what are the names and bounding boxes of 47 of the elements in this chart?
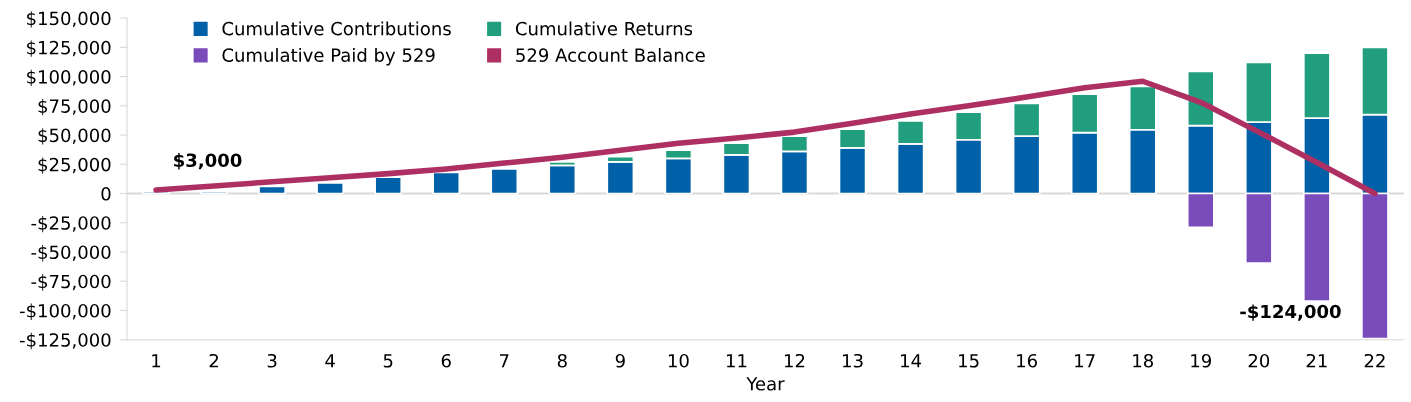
- x-tick-label: 1: [152, 354, 161, 368]
- x-tick-label: 12: [784, 353, 805, 368]
- y-tick-label: $25,000: [38, 157, 111, 174]
- x-tick-label: 22: [1364, 353, 1385, 368]
- legend-label: Cumulative Returns: [515, 21, 693, 36]
- x-tick-label: 13: [843, 353, 863, 368]
- x-axis-title: Year: [746, 377, 785, 391]
- y-tick-label: -$125,000: [19, 332, 111, 350]
- annotation: $3,000: [174, 153, 242, 170]
- x-tick-label: 20: [1248, 353, 1270, 368]
- y-tick-label: $100,000: [27, 69, 111, 87]
- x-tick-label: 7: [500, 354, 509, 368]
- x-tick-label: 19: [1191, 353, 1212, 368]
- y-tick-label: -$50,000: [31, 245, 111, 262]
- x-tick-label: 17: [1075, 354, 1095, 368]
- x-tick-label: 10: [668, 353, 689, 368]
- x-tick-label: 6: [441, 353, 451, 368]
- x-tick-label: 3: [267, 353, 277, 368]
- x-tick-label: 14: [901, 354, 922, 368]
- y-tick-label: $150,000: [27, 11, 111, 28]
- legend-label: Cumulative Paid by 529: [222, 47, 435, 66]
- x-tick-label: 15: [959, 354, 979, 368]
- annotation: -$124,000: [1240, 304, 1341, 321]
- x-tick-label: 11: [726, 354, 747, 368]
- y-tick-label: -$75,000: [31, 274, 111, 291]
- x-tick-label: 9: [615, 353, 625, 368]
- x-tick-label: 21: [1306, 353, 1327, 368]
- legend-label: Cumulative Contributions: [222, 21, 451, 36]
- x-tick-label: 2: [209, 353, 218, 368]
- bar: [316, 182, 345, 195]
- legend-label: 529 Account Balance: [516, 47, 705, 62]
- y-tick-label: $50,000: [38, 128, 111, 145]
- y-tick-label: -$25,000: [31, 215, 111, 233]
- bar: [374, 176, 403, 195]
- y-tick-label: 0: [101, 186, 111, 201]
- y-tick-label: -$100,000: [19, 303, 111, 320]
- bar: [548, 164, 577, 195]
- x-tick-label: 8: [557, 353, 567, 368]
- y-tick-label: $75,000: [38, 98, 111, 116]
- x-tick-label: 5: [383, 354, 393, 368]
- y-tick-label: $125,000: [27, 40, 111, 57]
- bar: [258, 185, 286, 195]
- x-tick-label: 16: [1017, 353, 1038, 368]
- bar: [432, 171, 461, 195]
- x-tick-label: 18: [1133, 353, 1153, 368]
- bar: [490, 168, 519, 195]
- x-tick-label: 4: [325, 354, 335, 368]
